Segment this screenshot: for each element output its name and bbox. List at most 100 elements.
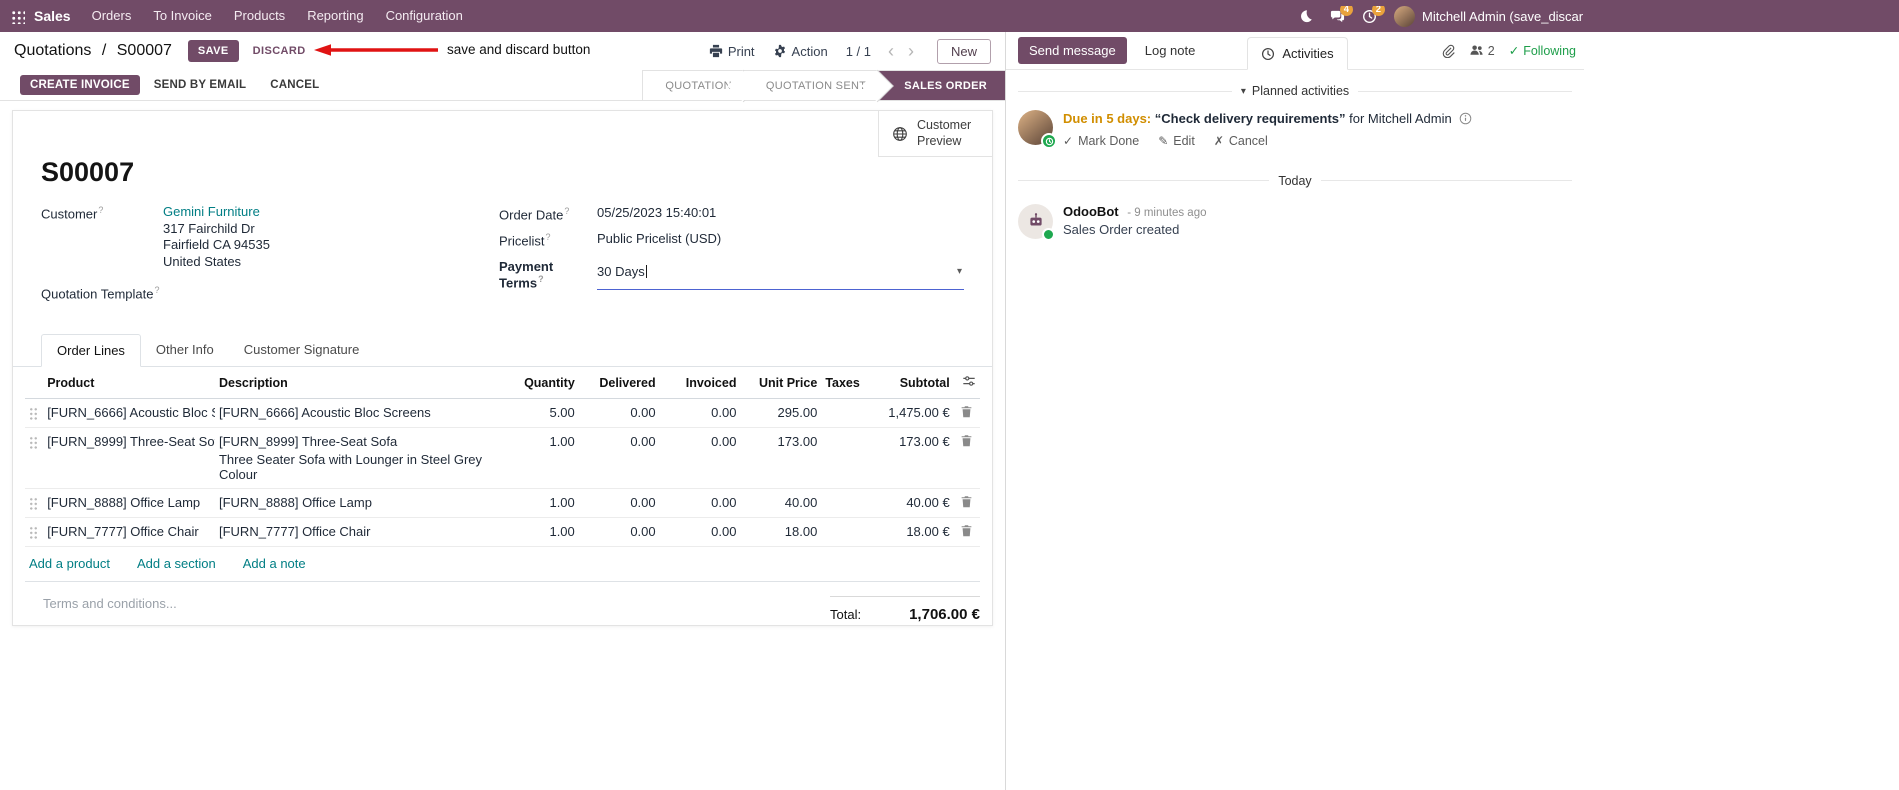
- status-step-quotation-sent[interactable]: QUOTATION SENT: [743, 71, 879, 100]
- cancel-button[interactable]: CANCEL: [260, 75, 329, 95]
- terms-placeholder[interactable]: Terms and conditions...: [43, 596, 177, 612]
- cell-product[interactable]: [FURN_8999] Three-Seat Sofa: [43, 427, 215, 490]
- cell-unit-price[interactable]: 18.00: [740, 517, 822, 548]
- cell-quantity[interactable]: 5.00: [508, 398, 579, 429]
- cell-taxes[interactable]: [821, 517, 867, 548]
- cell-taxes[interactable]: [821, 398, 867, 429]
- attachment-paperclip-icon[interactable]: [1441, 44, 1455, 58]
- cell-unit-price[interactable]: 295.00: [740, 398, 822, 429]
- new-button[interactable]: New: [936, 38, 991, 64]
- info-icon[interactable]: [1459, 112, 1472, 125]
- send-by-email-button[interactable]: SEND BY EMAIL: [144, 75, 256, 95]
- planned-activities-header[interactable]: ▾ Planned activities: [1018, 84, 1572, 98]
- tab-activities[interactable]: Activities: [1247, 37, 1348, 70]
- quotation-template-field-row[interactable]: Quotation Template?: [41, 284, 499, 301]
- edit-activity-button[interactable]: ✎ Edit: [1158, 133, 1195, 148]
- cell-product[interactable]: [FURN_7777] Office Chair: [43, 517, 215, 548]
- following-button[interactable]: ✓ Following: [1509, 43, 1576, 59]
- cell-invoiced[interactable]: 0.00: [659, 488, 741, 519]
- followers-button[interactable]: 2: [1469, 43, 1495, 58]
- cell-delivered[interactable]: 0.00: [578, 398, 660, 429]
- order-date-value[interactable]: 05/25/2023 15:40:01: [597, 205, 717, 220]
- delete-line-button[interactable]: [953, 517, 980, 548]
- cell-quantity[interactable]: 1.00: [508, 517, 579, 548]
- app-brand[interactable]: Sales: [34, 8, 71, 24]
- save-button[interactable]: SAVE: [187, 40, 239, 62]
- order-line-row[interactable]: [FURN_8888] Office Lamp [FURN_8888] Offi…: [25, 488, 980, 519]
- col-header-description[interactable]: Description: [214, 367, 509, 400]
- cell-description[interactable]: [FURN_8888] Office Lamp: [214, 488, 509, 519]
- cell-taxes[interactable]: [821, 488, 867, 519]
- cell-description[interactable]: [FURN_7777] Office Chair: [214, 517, 509, 548]
- activity-avatar[interactable]: [1018, 110, 1057, 149]
- cell-description[interactable]: [FURN_8999] Three-Seat Sofa Three Seater …: [214, 427, 509, 490]
- cell-invoiced[interactable]: 0.00: [659, 398, 741, 429]
- drag-handle[interactable]: [25, 517, 44, 548]
- status-step-quotation[interactable]: QUOTATION: [643, 71, 744, 100]
- user-menu[interactable]: Mitchell Admin (save_discar: [1394, 5, 1583, 27]
- breadcrumb-quotations-link[interactable]: Quotations: [14, 42, 92, 59]
- nav-item-to-invoice[interactable]: To Invoice: [153, 8, 212, 23]
- tab-other-info[interactable]: Other Info: [155, 342, 214, 358]
- cell-invoiced[interactable]: 0.00: [659, 517, 741, 548]
- nav-item-reporting[interactable]: Reporting: [307, 8, 364, 23]
- cell-description[interactable]: [FURN_6666] Acoustic Bloc Screens: [214, 398, 509, 429]
- cell-unit-price[interactable]: 40.00: [740, 488, 822, 519]
- col-header-quantity[interactable]: Quantity: [508, 367, 579, 400]
- chevron-down-icon[interactable]: ▾: [956, 266, 962, 278]
- drag-handle[interactable]: [25, 398, 44, 429]
- messages-icon[interactable]: 4: [1330, 5, 1353, 24]
- cell-product[interactable]: [FURN_6666] Acoustic Bloc Screens: [43, 398, 215, 429]
- delete-line-button[interactable]: [953, 427, 980, 490]
- apps-menu-icon[interactable]: [10, 8, 25, 24]
- pricelist-value[interactable]: Public Pricelist (USD): [597, 231, 722, 247]
- log-note-button[interactable]: Log note: [1135, 37, 1206, 64]
- order-line-row[interactable]: [FURN_8999] Three-Seat Sofa [FURN_8999] …: [25, 427, 980, 490]
- tab-order-lines[interactable]: Order Lines: [41, 334, 141, 368]
- order-line-row[interactable]: [FURN_6666] Acoustic Bloc Screens [FURN_…: [25, 398, 980, 429]
- create-invoice-button[interactable]: CREATE INVOICE: [20, 75, 140, 95]
- add-product-link[interactable]: Add a product: [29, 556, 110, 572]
- col-header-taxes[interactable]: Taxes: [821, 367, 867, 400]
- nav-item-products[interactable]: Products: [233, 8, 286, 23]
- delete-line-button[interactable]: [953, 398, 980, 429]
- add-note-link[interactable]: Add a note: [242, 556, 306, 572]
- customer-preview-button[interactable]: Customer Preview: [878, 111, 992, 158]
- mark-done-button[interactable]: ✓ Mark Done: [1063, 133, 1140, 148]
- col-header-product[interactable]: Product: [43, 367, 215, 400]
- customer-link[interactable]: Gemini Furniture: [163, 204, 260, 219]
- cell-delivered[interactable]: 0.00: [578, 488, 660, 519]
- cell-taxes[interactable]: [821, 427, 867, 490]
- col-header-subtotal[interactable]: Subtotal: [866, 367, 954, 400]
- add-section-link[interactable]: Add a section: [136, 556, 216, 572]
- send-message-button[interactable]: Send message: [1018, 37, 1127, 64]
- cell-unit-price[interactable]: 173.00: [740, 427, 822, 490]
- tab-customer-signature[interactable]: Customer Signature: [243, 342, 360, 358]
- cell-delivered[interactable]: 0.00: [578, 517, 660, 548]
- cell-product[interactable]: [FURN_8888] Office Lamp: [43, 488, 215, 519]
- status-step-sales-order[interactable]: SALES ORDER: [878, 71, 1005, 100]
- payment-terms-input[interactable]: 30 Days ▾: [597, 258, 964, 290]
- drag-handle[interactable]: [25, 427, 44, 490]
- nav-item-configuration[interactable]: Configuration: [385, 8, 463, 23]
- dark-mode-moon-icon[interactable]: [1299, 9, 1313, 23]
- cell-delivered[interactable]: 0.00: [578, 427, 660, 490]
- activities-clock-icon[interactable]: 2: [1362, 5, 1385, 24]
- delete-line-button[interactable]: [953, 488, 980, 519]
- drag-handle[interactable]: [25, 488, 44, 519]
- nav-item-orders[interactable]: Orders: [91, 8, 132, 23]
- cancel-activity-button[interactable]: ✗ Cancel: [1213, 133, 1268, 148]
- action-button[interactable]: Action: [773, 44, 828, 59]
- cell-invoiced[interactable]: 0.00: [659, 427, 741, 490]
- pager-previous-icon[interactable]: ‹: [883, 42, 899, 60]
- col-header-invoiced[interactable]: Invoiced: [659, 367, 741, 400]
- odoobot-avatar[interactable]: [1018, 203, 1055, 241]
- message-author[interactable]: OdooBot: [1063, 203, 1119, 219]
- print-button[interactable]: Print: [709, 44, 755, 59]
- optional-columns-button[interactable]: [953, 367, 980, 400]
- col-header-delivered[interactable]: Delivered: [578, 367, 660, 400]
- pager-next-icon[interactable]: ›: [903, 42, 919, 60]
- col-header-unit-price[interactable]: Unit Price: [740, 367, 822, 400]
- cell-quantity[interactable]: 1.00: [508, 427, 579, 490]
- discard-button[interactable]: DISCARD: [245, 40, 314, 62]
